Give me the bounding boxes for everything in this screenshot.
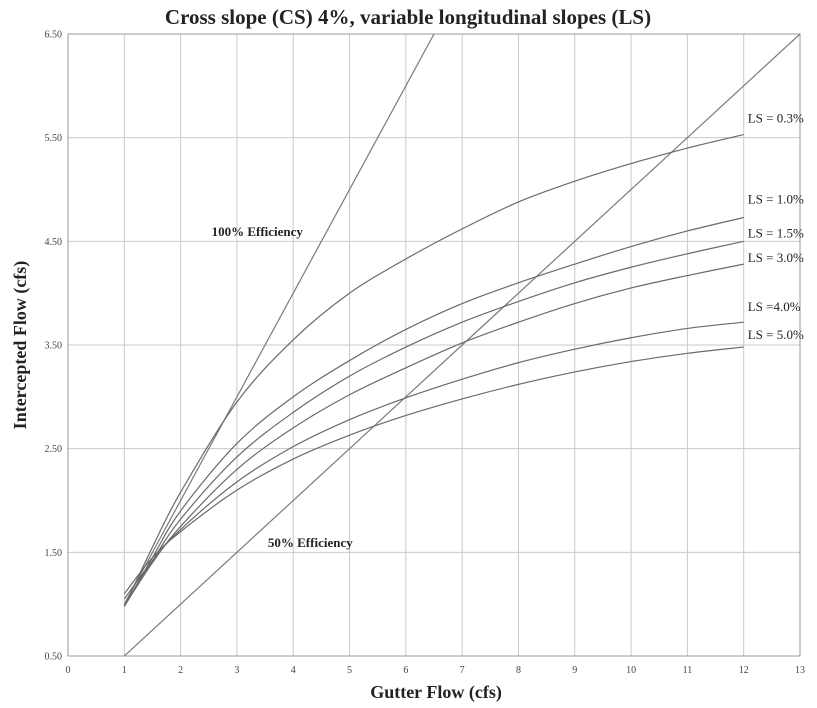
x-axis-ticks: 0 1 2 3 4 5 6 7 8 9 10 11 12 13 (66, 665, 806, 676)
annotation-50-efficiency: 50% Efficiency (268, 535, 353, 550)
y-tick-label: 1.50 (45, 548, 63, 559)
chart-title: Cross slope (CS) 4%, variable longitudin… (165, 5, 651, 29)
series-label: LS = 3.0% (748, 250, 804, 265)
y-tick-label: 3.50 (45, 341, 63, 352)
x-tick-label: 2 (178, 665, 183, 676)
series-label: LS =4.0% (748, 299, 801, 314)
series-labels: 100% Efficiency 50% Efficiency LS = 0.3% LS… (212, 111, 804, 551)
efficiency-lines (123, 34, 800, 656)
series-line (123, 216, 744, 607)
x-axis-title: Gutter Flow (cfs) (370, 682, 502, 703)
series-line (123, 133, 744, 607)
y-axis-ticks: 0.50 1.50 2.50 3.50 4.50 5.50 6.50 (45, 30, 63, 663)
y-tick-label: 4.50 (45, 237, 63, 248)
x-tick-label: 12 (739, 665, 749, 676)
efficiency-line (123, 34, 800, 656)
series-line (123, 346, 744, 595)
x-tick-label: 10 (626, 665, 636, 676)
x-tick-label: 1 (122, 665, 127, 676)
x-tick-label: 9 (572, 665, 577, 676)
y-tick-label: 6.50 (45, 30, 63, 41)
annotation-100-efficiency: 100% Efficiency (212, 224, 304, 239)
x-tick-label: 6 (403, 665, 408, 676)
y-tick-label: 5.50 (45, 133, 63, 144)
series-label: LS = 1.0% (748, 191, 804, 206)
series-line (123, 240, 744, 607)
x-tick-label: 0 (66, 665, 71, 676)
series-label: LS = 1.5% (748, 225, 804, 240)
y-tick-label: 2.50 (45, 444, 63, 455)
series-label: LS = 5.0% (748, 327, 804, 342)
x-tick-label: 5 (347, 665, 352, 676)
x-tick-label: 13 (795, 665, 805, 676)
y-tick-label: 0.50 (45, 652, 63, 663)
series-lines (123, 133, 744, 607)
series-line (123, 263, 744, 607)
x-tick-label: 3 (234, 665, 239, 676)
x-tick-label: 4 (291, 665, 296, 676)
x-tick-label: 8 (516, 665, 521, 676)
efficiency-line (123, 34, 435, 605)
y-axis-title: Intercepted Flow (cfs) (10, 261, 31, 430)
grid (67, 33, 801, 657)
series-label: LS = 0.3% (748, 111, 804, 126)
series-line (123, 321, 744, 600)
x-tick-label: 7 (460, 665, 465, 676)
x-tick-label: 11 (683, 665, 693, 676)
